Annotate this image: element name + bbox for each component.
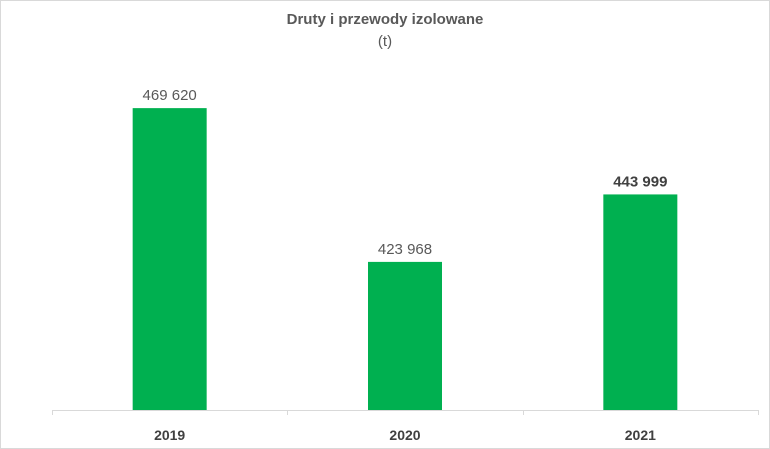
data-label-2021: 443 999 [613,173,667,190]
data-label-2019: 469 620 [143,87,197,104]
data-label-2020: 423 968 [378,241,432,258]
x-tick-label-2021: 2021 [625,427,656,443]
x-tick-label-2020: 2020 [389,427,420,443]
x-tick-label-2019: 2019 [154,427,185,443]
bar-2019 [132,108,207,411]
chart-title: Druty i przewody izolowane [286,11,484,28]
bar-2021 [603,194,678,410]
bar-2020 [368,261,442,410]
chart-subtitle: (t) [377,33,393,50]
